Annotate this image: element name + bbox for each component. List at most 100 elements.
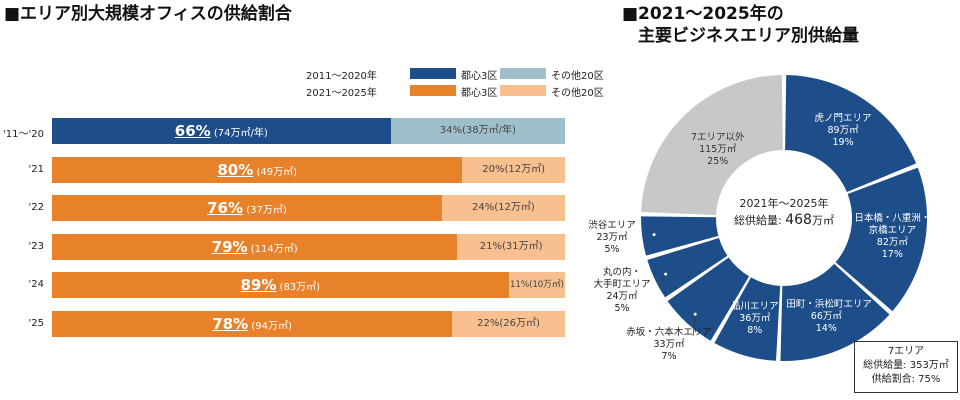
core-share-label: 79% <box>211 238 248 256</box>
slice-label-line: 5% <box>614 303 630 314</box>
donut-slice-label: 丸の内・ 大手町エリア 24万㎡ 5% <box>577 267 667 315</box>
core-amount-label: (94万㎡) <box>248 321 292 332</box>
bar-core-data-label: 89% (83万㎡) <box>52 272 509 301</box>
bar-segment-core <box>52 311 453 337</box>
left-chart-title: ■エリア別大規模オフィスの供給割合 <box>4 4 292 24</box>
bar-segment-core <box>52 234 458 260</box>
legend-other-label-1: その他20区 <box>551 71 604 82</box>
core-share-label: 76% <box>207 199 244 217</box>
legend-period-2011: 2011～2020年 <box>306 71 377 82</box>
bar-segment-core <box>52 118 391 144</box>
bar-segment-other <box>452 311 565 337</box>
core-share-label: 78% <box>212 315 249 333</box>
seven-area-summary-box: 7エリア 総供給量: 353万㎡ 供給割合: 75% <box>854 341 958 393</box>
slice-label-line: 7エリア以外 <box>690 131 745 143</box>
donut-center-period: 2021年～2025年 <box>739 197 829 210</box>
slice-label-line: 89万㎡ <box>827 125 859 137</box>
legend-swatch-core-2011 <box>410 68 456 79</box>
core-share-label: 66% <box>174 122 211 140</box>
slice-label-line: 京橋エリア <box>868 225 917 237</box>
slice-label-line: 大手町エリア <box>593 279 651 290</box>
slice-label-line: 渋谷エリア <box>588 220 636 231</box>
slice-label-line: 5% <box>604 244 620 255</box>
slice-label-line: 赤坂・六本木エリア <box>626 327 712 338</box>
donut-slice-label: 品川エリア 36万㎡ 8% <box>715 301 795 337</box>
bar-other-data-label: 22%(26万㎡) <box>477 318 540 329</box>
bar-category-label: '11～'20 <box>3 129 44 140</box>
bar-core-data-label: 66% (74万㎡/年) <box>52 118 391 147</box>
bar-segment-core <box>52 195 442 221</box>
slice-label-line: 25% <box>707 155 729 167</box>
legend-other-label-2: その他20区 <box>551 88 604 99</box>
core-amount-label: (49万㎡) <box>253 167 297 178</box>
slice-label-line: 14% <box>815 323 837 335</box>
bar-category-label: '22 <box>28 202 44 213</box>
summary-share: 供給割合: 75% <box>871 374 941 385</box>
slice-label-line: 19% <box>832 137 854 149</box>
slice-label-line: 田町・浜松町エリア <box>786 299 872 311</box>
slice-label-line: 8% <box>747 324 763 336</box>
slice-label-line: 虎ノ門エリア <box>814 113 872 125</box>
bar-category-label: '24 <box>28 279 44 290</box>
core-amount-label: (74万㎡/年) <box>210 128 268 139</box>
slice-label-line: 115万㎡ <box>699 143 737 155</box>
summary-title: 7エリア <box>887 346 925 357</box>
donut-slice-label: 赤坂・六本木エリア 33万㎡ 7% <box>624 327 714 363</box>
bar-segment-other <box>390 118 565 144</box>
bar-segment-other <box>457 234 565 260</box>
donut-slice-label: 田町・浜松町エリア 66万㎡ 14% <box>786 299 872 335</box>
bar-other-data-label: 34%(38万㎡/年) <box>439 125 516 136</box>
bar-segment-other <box>508 272 565 298</box>
core-amount-label: (37万㎡) <box>243 205 287 216</box>
slice-label-line: 17% <box>881 249 903 261</box>
bar-other-data-label: 11%(10万㎡) <box>509 280 564 290</box>
donut-slice-label: 渋谷エリア 23万㎡ 5% <box>567 220 657 256</box>
legend-swatch-core-2021 <box>410 85 456 96</box>
slice-label-line: 66万㎡ <box>810 311 842 323</box>
slice-label-line: 23万㎡ <box>596 232 628 243</box>
bar-segment-core <box>52 157 463 183</box>
legend-swatch-other-2011 <box>500 68 546 79</box>
slice-label-line: 24万㎡ <box>606 291 638 302</box>
right-chart-title-line2: 主要ビジネスエリア別供給量 <box>638 26 859 46</box>
bar-other-data-label: 21%(31万㎡) <box>479 241 543 252</box>
bar-other-data-label: 20%(12万㎡) <box>482 164 546 175</box>
donut-slice-label: 虎ノ門エリア 89万㎡ 19% <box>803 113 883 149</box>
slice-label-line: 33万㎡ <box>653 339 685 350</box>
right-chart-title-line1: ■2021～2025年の <box>622 4 784 24</box>
total-prefix: 総供給量: <box>734 214 786 227</box>
donut-center: 2021年～2025年 総供給量: 468万㎡ <box>722 196 846 229</box>
summary-total: 総供給量: 353万㎡ <box>863 360 949 371</box>
bar-other-data-label: 24%(12万㎡) <box>472 202 535 213</box>
slice-label-line: 丸の内・ <box>602 267 641 278</box>
bar-core-data-label: 80% (49万㎡) <box>52 157 462 186</box>
total-unit: 万㎡ <box>811 214 834 227</box>
legend-swatch-other-2021 <box>500 85 546 96</box>
legend-core-label-2: 都心3区 <box>461 88 498 99</box>
donut-slice-label: 日本橋・八重洲・ 京橋エリア 82万㎡ 17% <box>852 213 932 261</box>
bar-category-label: '25 <box>28 318 44 329</box>
donut-center-total: 総供給量: 468万㎡ <box>722 212 846 229</box>
slice-label-line: 品川エリア <box>731 300 779 312</box>
donut-slice-label: 7エリア以外 115万㎡ 25% <box>678 132 758 168</box>
legend-period-2021: 2021～2025年 <box>306 88 377 99</box>
slice-label-line: 36万㎡ <box>739 312 771 324</box>
slice-label-line: 7% <box>661 351 677 362</box>
core-share-label: 89% <box>240 276 277 294</box>
bar-core-data-label: 78% (94万㎡) <box>52 311 452 340</box>
core-share-label: 80% <box>217 161 254 179</box>
core-amount-label: (114万㎡) <box>247 244 298 255</box>
core-amount-label: (83万㎡) <box>276 282 321 293</box>
slice-label-line: 82万㎡ <box>876 237 908 249</box>
bar-category-label: '21 <box>28 164 44 175</box>
slice-label-line: 日本橋・八重洲・ <box>854 213 931 225</box>
bar-segment-other <box>441 195 565 221</box>
leader-dot <box>693 312 697 316</box>
bar-core-data-label: 76% (37万㎡) <box>52 195 442 224</box>
bar-category-label: '23 <box>28 241 44 252</box>
bar-segment-other <box>462 157 565 183</box>
bar-core-data-label: 79% (114万㎡) <box>52 234 457 263</box>
legend-core-label-1: 都心3区 <box>461 71 498 82</box>
bar-segment-core <box>52 272 509 298</box>
total-value: 468 <box>785 212 812 228</box>
